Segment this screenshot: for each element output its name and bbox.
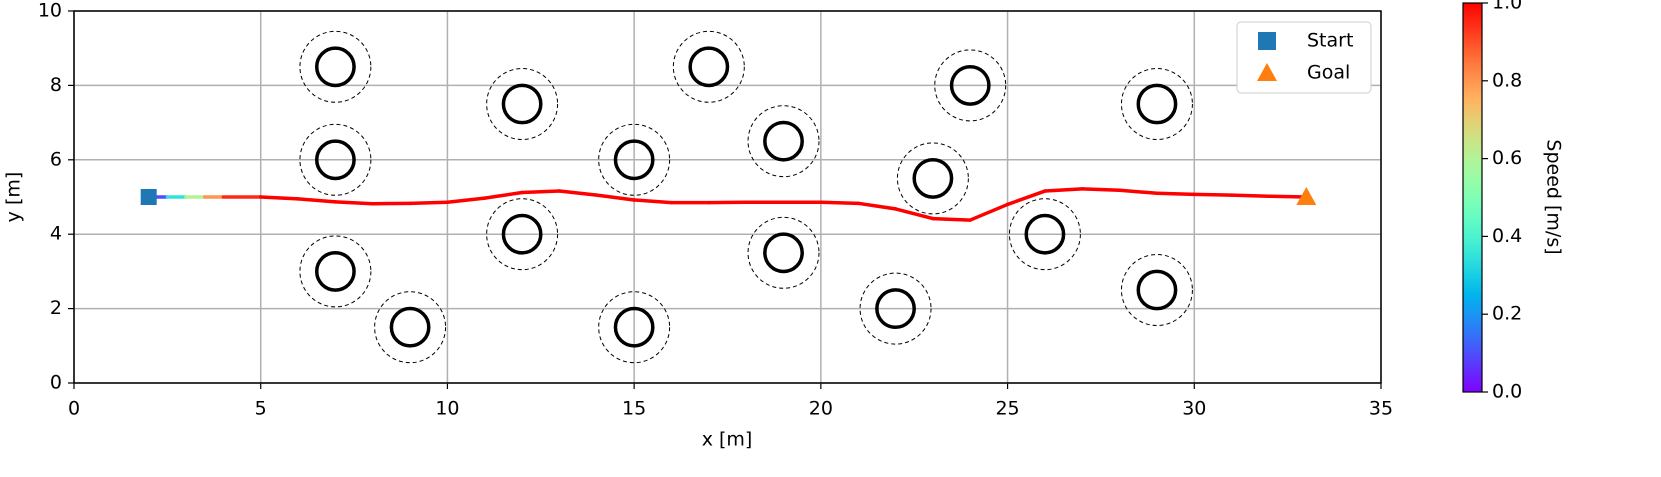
y-tick-label: 0 xyxy=(50,372,62,394)
y-tick-label: 6 xyxy=(50,148,62,170)
path-segment xyxy=(258,195,300,201)
colorbar-tick-label: 0.4 xyxy=(1492,225,1522,247)
obstacle-safety-zone xyxy=(299,30,372,103)
start-marker xyxy=(140,189,157,205)
x-axis-label: x [m] xyxy=(702,429,753,451)
obstacle xyxy=(949,64,991,106)
path-segment xyxy=(557,189,599,197)
y-tick-label: 10 xyxy=(38,0,62,22)
obstacle xyxy=(1136,83,1178,125)
x-tick-label: 35 xyxy=(1369,398,1393,420)
legend-marker xyxy=(1257,63,1277,81)
path-segment xyxy=(819,200,860,206)
obstacle xyxy=(1024,213,1066,255)
y-tick-label: 4 xyxy=(50,223,62,245)
obstacle-safety-zone xyxy=(1120,254,1193,326)
path-segment xyxy=(1117,188,1159,196)
obstacle xyxy=(501,83,543,125)
obstacle xyxy=(613,139,655,181)
legend-label: Start xyxy=(1307,30,1353,52)
obstacle-safety-zone xyxy=(598,291,671,364)
path-segment xyxy=(520,189,562,195)
path-segment xyxy=(333,200,375,206)
y-tick-label: 8 xyxy=(50,74,62,96)
obstacle xyxy=(912,157,954,199)
legend-label: Goal xyxy=(1307,62,1350,84)
path-segment xyxy=(483,190,524,200)
path-segment xyxy=(893,207,935,221)
x-tick-label: 5 xyxy=(255,398,267,420)
obstacle-safety-zone xyxy=(747,216,820,289)
x-tick-label: 15 xyxy=(622,398,646,420)
obstacle-safety-zone xyxy=(299,123,372,196)
path-segment xyxy=(408,200,450,206)
obstacle-safety-zone xyxy=(747,105,820,178)
legend-marker xyxy=(1258,32,1276,50)
colorbar-tick-label: 0.0 xyxy=(1492,381,1522,403)
x-tick-label: 30 xyxy=(1182,398,1206,420)
obstacle-safety-zone xyxy=(374,291,447,364)
path-segment xyxy=(1005,189,1047,207)
path-segment xyxy=(445,196,487,204)
path-segment xyxy=(968,202,1010,222)
x-tick-label: 0 xyxy=(68,398,80,420)
colorbar-tick-label: 0.8 xyxy=(1492,69,1522,91)
path-segment xyxy=(1155,191,1197,197)
obstacle-safety-zone xyxy=(486,68,559,140)
obstacle xyxy=(314,250,356,292)
obstacle-safety-zone xyxy=(672,30,745,103)
obstacle xyxy=(314,139,356,181)
obstacle xyxy=(688,46,730,88)
path-segment xyxy=(1229,193,1271,199)
path-segment xyxy=(296,197,338,204)
obstacle xyxy=(763,232,804,274)
obstacle-safety-zone xyxy=(934,49,1007,122)
obstacle xyxy=(389,306,431,348)
x-tick-label: 25 xyxy=(995,398,1019,420)
obstacle xyxy=(763,120,804,162)
colorbar-tick-label: 1.0 xyxy=(1492,0,1522,14)
x-tick-label: 10 xyxy=(435,398,459,420)
colorbar-tick-label: 0.6 xyxy=(1492,147,1522,169)
x-tick-label: 20 xyxy=(809,398,833,420)
obstacle xyxy=(501,213,543,255)
obstacle-safety-zone xyxy=(299,235,372,308)
obstacle xyxy=(613,306,655,348)
path-segment xyxy=(632,198,674,205)
path-segment xyxy=(595,193,636,202)
obstacle-safety-zone xyxy=(598,123,671,196)
path-segment xyxy=(1043,187,1085,193)
path-segment xyxy=(856,201,898,211)
path-segment xyxy=(931,216,972,222)
path-segment xyxy=(1080,187,1122,193)
obstacle-safety-zone xyxy=(859,272,932,345)
colorbar xyxy=(1462,2,1483,393)
colorbar-tick-label: 0.2 xyxy=(1492,303,1522,325)
obstacle xyxy=(875,288,916,330)
path-segment xyxy=(1267,194,1309,199)
goal-marker xyxy=(1296,187,1317,205)
plot-frame xyxy=(73,10,1382,384)
obstacle xyxy=(314,46,356,88)
y-axis-label: y [m] xyxy=(3,172,25,223)
y-tick-label: 2 xyxy=(50,297,62,319)
obstacle xyxy=(1136,269,1178,311)
path-segment xyxy=(1192,192,1234,197)
obstacle-safety-zone xyxy=(1120,68,1193,140)
obstacle-safety-zone xyxy=(896,142,969,215)
colorbar-label: Speed [m/s] xyxy=(1543,139,1565,254)
